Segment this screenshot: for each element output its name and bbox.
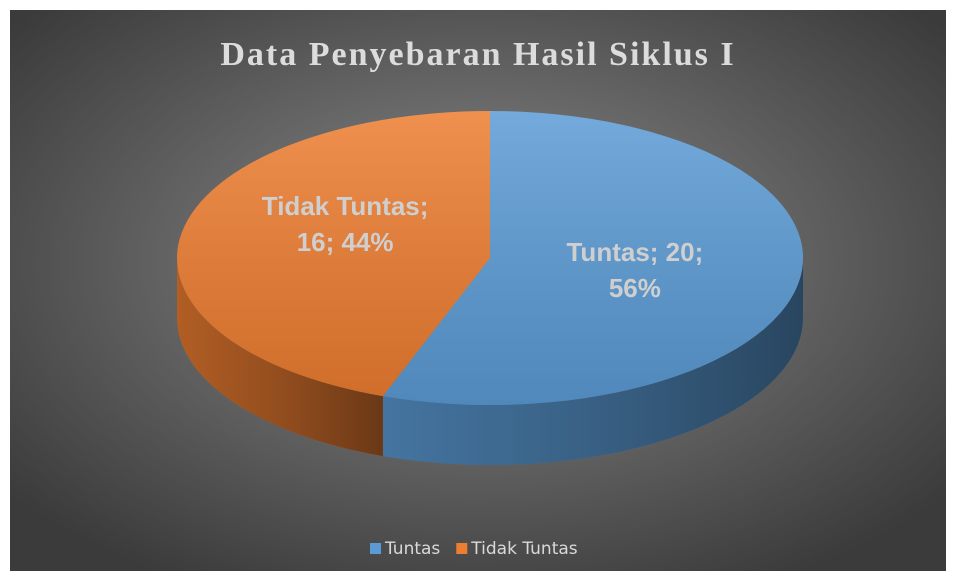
slice-gloss (177, 111, 491, 397)
legend: Tuntas Tidak Tuntas (370, 539, 578, 559)
chart-title: Data Penyebaran Hasil Siklus I (220, 36, 735, 73)
slice-gloss (382, 111, 803, 405)
data-label: Tidak Tuntas; 16; 44% (261, 191, 429, 257)
slice-side (177, 258, 383, 457)
slice-side (382, 258, 803, 465)
data-label: Tuntas; 20; 56% (566, 236, 704, 303)
legend-label: Tidak Tuntas (470, 539, 577, 559)
slice-side-shade (177, 258, 383, 457)
legend-swatch (370, 543, 381, 554)
legend-swatch (456, 543, 468, 554)
slice-side-shade (382, 258, 803, 465)
legend-label: Tuntas (384, 539, 440, 559)
